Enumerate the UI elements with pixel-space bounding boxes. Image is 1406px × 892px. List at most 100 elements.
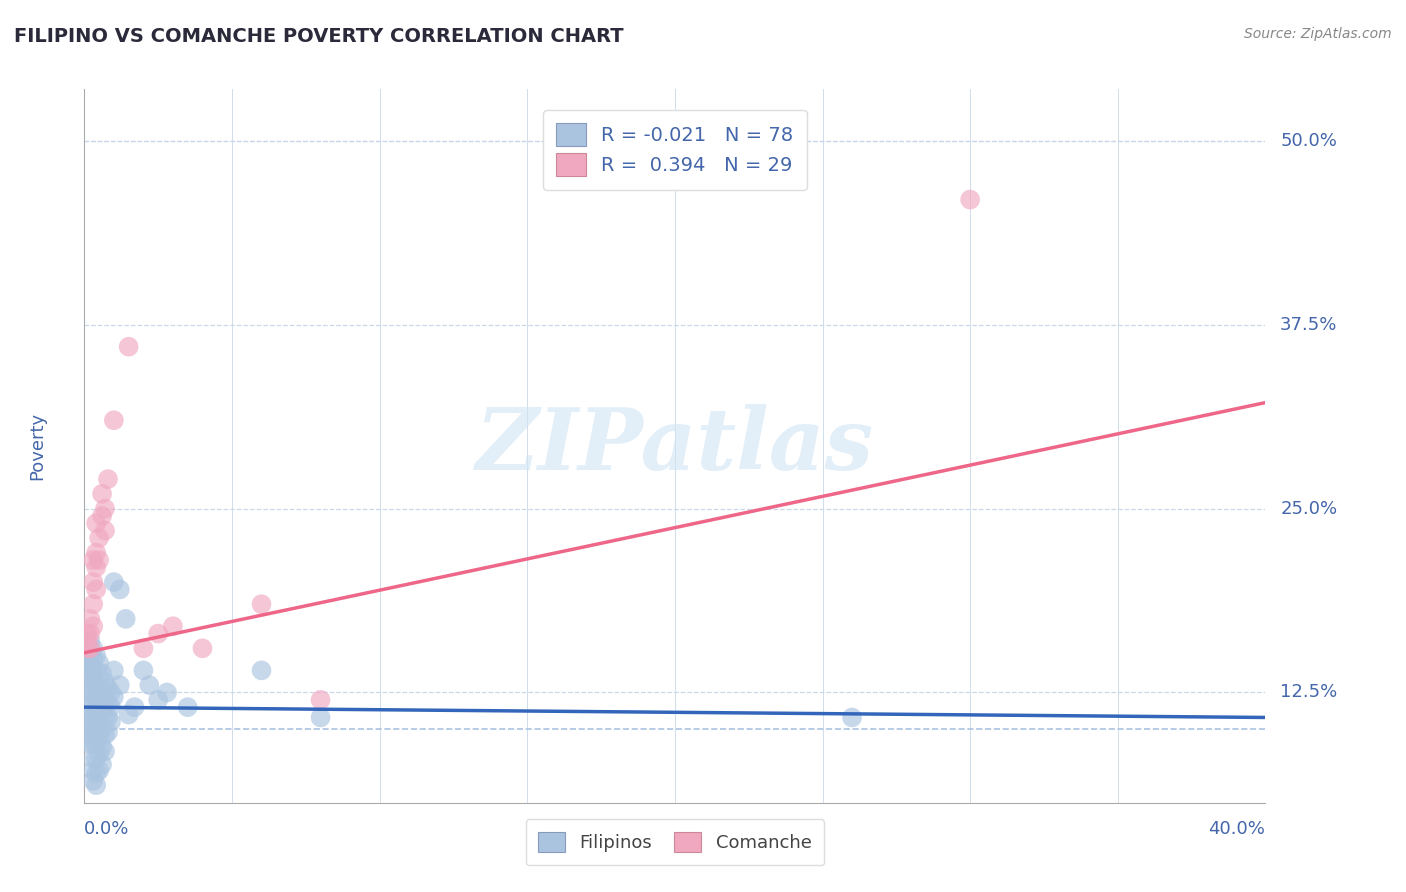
Point [91,508,114,523]
Point [94,675,117,690]
Point [97,472,120,486]
Point [79,723,101,737]
Point [91,757,114,772]
Point [79,671,101,685]
Point [76,634,98,648]
Point [91,739,114,754]
Point [97,696,120,710]
Point [103,664,125,678]
Point [94,501,117,516]
Text: FILIPINO VS COMANCHE POVERTY CORRELATION CHART: FILIPINO VS COMANCHE POVERTY CORRELATION… [14,27,624,45]
Point [87,747,111,762]
Point [87,693,111,707]
Point [84,778,107,792]
Text: 40.0%: 40.0% [1209,821,1265,838]
Point [76,641,98,656]
Point [103,575,125,590]
Point [82,553,104,567]
Point [97,710,120,724]
Point [87,553,111,567]
Point [79,648,101,663]
Point [97,725,120,739]
Point [103,690,125,704]
Point [79,641,101,656]
Point [132,641,155,656]
Point [94,524,117,538]
Point [87,730,111,744]
Point [84,707,107,722]
Point [82,707,104,722]
Point [91,723,114,737]
Point [82,651,104,665]
Point [82,685,104,699]
Point [79,730,101,744]
Point [91,487,114,501]
Point [82,752,104,766]
Text: Source: ZipAtlas.com: Source: ZipAtlas.com [1244,27,1392,41]
Point [82,773,104,788]
Point [82,675,104,690]
Point [79,612,101,626]
Legend: Filipinos, Comanche: Filipinos, Comanche [526,819,824,865]
Point [91,685,114,699]
Point [82,664,104,678]
Point [138,678,160,692]
Point [114,612,136,626]
Point [87,656,111,670]
Point [84,664,107,678]
Point [79,714,101,729]
Point [79,656,101,670]
Point [177,700,200,714]
Point [91,666,114,681]
Point [76,656,98,670]
Point [79,700,101,714]
Point [94,693,117,707]
Point [79,685,101,699]
Point [79,626,101,640]
Point [309,693,332,707]
Point [84,560,107,574]
Point [82,641,104,656]
Point [76,641,98,656]
Point [84,678,107,692]
Point [76,626,98,640]
Point [124,700,146,714]
Point [84,582,107,597]
Point [309,710,332,724]
Point [959,193,981,207]
Point [162,619,184,633]
Point [132,664,155,678]
Point [82,575,104,590]
Point [148,693,170,707]
Point [191,641,214,656]
Point [84,693,107,707]
Point [91,705,114,719]
Point [84,766,107,780]
Text: 50.0%: 50.0% [1281,132,1337,150]
Point [84,737,107,751]
Text: 37.5%: 37.5% [1281,316,1337,334]
Point [100,714,122,729]
Point [118,340,141,354]
Point [84,648,107,663]
Point [87,764,111,778]
Point [94,744,117,758]
Point [148,626,170,640]
Point [108,582,131,597]
Point [156,685,179,699]
Point [84,723,107,737]
Point [841,710,863,724]
Point [250,664,273,678]
Point [103,413,125,427]
Text: 12.5%: 12.5% [1281,683,1337,701]
Point [87,531,111,545]
Point [94,710,117,724]
Point [94,728,117,742]
Point [87,710,111,724]
Point [82,737,104,751]
Point [79,707,101,722]
Point [100,685,122,699]
Point [97,681,120,695]
Point [250,597,273,611]
Point [84,752,107,766]
